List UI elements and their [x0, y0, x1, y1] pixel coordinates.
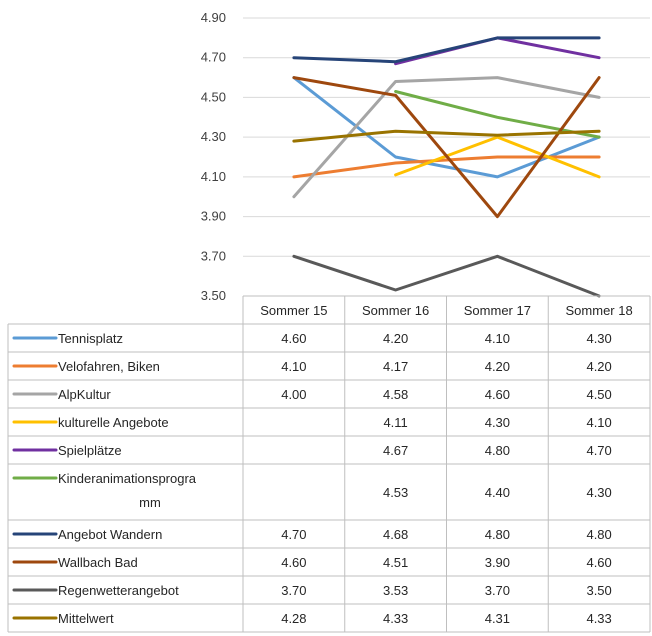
data-cell-alpkultur-sommer-18: 4.50	[586, 387, 611, 402]
legend-label-spielpl-tze: Spielplätze	[58, 443, 122, 458]
data-cell-wallbach-bad-sommer-18: 4.60	[586, 555, 611, 570]
data-cell-regenwetterangebot-sommer-15: 3.70	[281, 583, 306, 598]
series-line-wallbach-bad	[292, 76, 601, 219]
legend-label-wallbach-bad: Wallbach Bad	[58, 555, 138, 570]
data-cell-regenwetterangebot-sommer-17: 3.70	[485, 583, 510, 598]
legend-label-kulturelle-angebote: kulturelle Angebote	[58, 415, 169, 430]
data-cell-alpkultur-sommer-15: 4.00	[281, 387, 306, 402]
data-cell-kinderanimationsprogramm-sommer-18: 4.30	[586, 485, 611, 500]
y-axis-ticks: 4.90 4.70 4.50 4.30 4.10 3.90 3.70 3.50	[201, 10, 226, 303]
data-cell-mittelwert-sommer-16: 4.33	[383, 611, 408, 626]
category-label-sommer-17: Sommer 17	[464, 303, 531, 318]
data-cell-mittelwert-sommer-17: 4.31	[485, 611, 510, 626]
category-label-sommer-15: Sommer 15	[260, 303, 327, 318]
data-cell-wallbach-bad-sommer-15: 4.60	[281, 555, 306, 570]
series-line-alpkultur	[292, 76, 601, 199]
series-line-regenwetterangebot	[292, 254, 601, 298]
data-cell-regenwetterangebot-sommer-18: 3.50	[586, 583, 611, 598]
data-cell-kulturelle-angebote-sommer-18: 4.10	[586, 415, 611, 430]
data-cell-velofahren-biken-sommer-16: 4.17	[383, 359, 408, 374]
y-tick-label: 4.90	[201, 10, 226, 25]
data-cell-spielpl-tze-sommer-18: 4.70	[586, 443, 611, 458]
series-line-angebot-wandern	[292, 36, 601, 64]
legend-label-angebot-wandern: Angebot Wandern	[58, 527, 162, 542]
legend-label-regenwetterangebot: Regenwetterangebot	[58, 583, 179, 598]
data-cell-velofahren-biken-sommer-17: 4.20	[485, 359, 510, 374]
data-cell-wallbach-bad-sommer-17: 3.90	[485, 555, 510, 570]
legend-label-tennisplatz: Tennisplatz	[58, 331, 123, 346]
y-tick-label: 3.70	[201, 248, 226, 263]
data-cell-wallbach-bad-sommer-16: 4.51	[383, 555, 408, 570]
data-cell-velofahren-biken-sommer-15: 4.10	[281, 359, 306, 374]
series-line-kulturelle-angebote	[394, 135, 601, 179]
series-line-kinderanimationsprogramm	[394, 90, 601, 139]
legend-label-kinderanimationsprogramm: Kinderanimationsprogra	[58, 471, 197, 486]
y-tick-label: 4.30	[201, 129, 226, 144]
y-tick-label: 4.10	[201, 169, 226, 184]
series-layer	[292, 36, 601, 298]
data-cell-angebot-wandern-sommer-18: 4.80	[586, 527, 611, 542]
data-cell-angebot-wandern-sommer-17: 4.80	[485, 527, 510, 542]
data-cell-spielpl-tze-sommer-17: 4.80	[485, 443, 510, 458]
category-label-sommer-16: Sommer 16	[362, 303, 429, 318]
data-cell-kinderanimationsprogramm-sommer-17: 4.40	[485, 485, 510, 500]
data-cell-kulturelle-angebote-sommer-17: 4.30	[485, 415, 510, 430]
data-cell-regenwetterangebot-sommer-16: 3.53	[383, 583, 408, 598]
y-tick-label: 4.70	[201, 50, 226, 65]
data-table: Sommer 15 Sommer 16 Sommer 17 Sommer 18 Tenn…	[7, 295, 651, 633]
data-cell-kulturelle-angebote-sommer-16: 4.11	[383, 415, 407, 430]
data-cell-mittelwert-sommer-15: 4.28	[281, 611, 306, 626]
data-cell-velofahren-biken-sommer-18: 4.20	[586, 359, 611, 374]
series-line-spielpl-tze	[394, 36, 601, 66]
series-line-mittelwert	[292, 129, 601, 143]
category-label-sommer-18: Sommer 18	[566, 303, 633, 318]
legend-label-mittelwert: Mittelwert	[58, 611, 114, 626]
data-cell-tennisplatz-sommer-18: 4.30	[586, 331, 611, 346]
legend-label-kinderanimationsprogramm-line2: mm	[139, 495, 161, 510]
y-tick-label: 4.50	[201, 89, 226, 104]
data-cell-mittelwert-sommer-18: 4.33	[586, 611, 611, 626]
y-tick-label: 3.90	[201, 209, 226, 224]
data-cell-angebot-wandern-sommer-15: 4.70	[281, 527, 306, 542]
data-cell-tennisplatz-sommer-15: 4.60	[281, 331, 306, 346]
data-cell-alpkultur-sommer-16: 4.58	[383, 387, 408, 402]
data-cell-angebot-wandern-sommer-16: 4.68	[383, 527, 408, 542]
legend-label-alpkultur: AlpKultur	[58, 387, 111, 402]
y-tick-label: 3.50	[201, 288, 226, 303]
legend-label-velofahren-biken: Velofahren, Biken	[58, 359, 160, 374]
data-cell-tennisplatz-sommer-17: 4.10	[485, 331, 510, 346]
data-cell-spielpl-tze-sommer-16: 4.67	[383, 443, 408, 458]
data-cell-alpkultur-sommer-17: 4.60	[485, 387, 510, 402]
data-cell-tennisplatz-sommer-16: 4.20	[383, 331, 408, 346]
data-cell-kinderanimationsprogramm-sommer-16: 4.53	[383, 485, 408, 500]
